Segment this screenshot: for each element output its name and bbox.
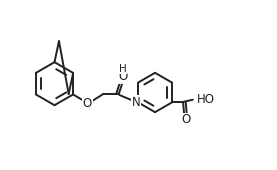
Text: HO: HO	[196, 93, 214, 106]
Text: H: H	[119, 64, 127, 74]
Text: O: O	[181, 113, 190, 126]
Text: O: O	[118, 70, 128, 83]
Text: O: O	[83, 97, 92, 110]
Text: N: N	[132, 96, 140, 109]
